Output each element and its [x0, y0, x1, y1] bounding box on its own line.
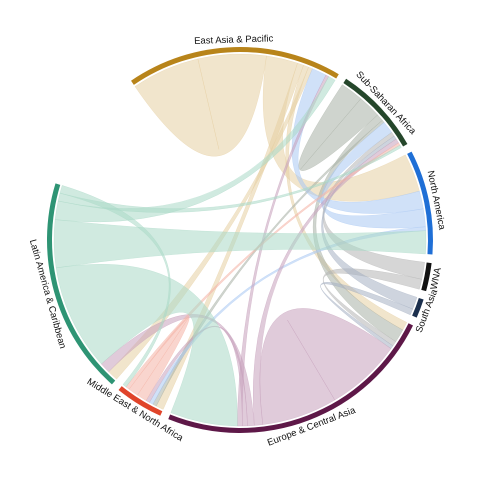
ribbon-east-asia-and-pacific-to-middle-east-and-north-africa: [155, 62, 304, 410]
ribbon-wna-to-europe-and-central-asia: [322, 268, 423, 347]
chord-ribbons: [53, 53, 427, 427]
arc-wna: [421, 262, 432, 292]
arc-sub-saharan-africa: [343, 78, 408, 147]
ribbon-europe-and-central-asia-to-sub-saharan-africa: [252, 138, 399, 426]
ribbon-east-asia-and-pacific-to-east-asia-and-pacific: [134, 53, 267, 157]
arc-south-asia: [412, 297, 424, 318]
ribbon-sub-saharan-africa-to-middle-east-and-north-africa: [152, 120, 385, 407]
ribbon-middle-east-and-north-africa-to-middle-east-and-north-africa: [128, 317, 190, 401]
ribbon-sub-saharan-africa-to-sub-saharan-africa: [298, 84, 378, 171]
arc-north-america: [407, 151, 433, 255]
arc-middle-east-and-north-africa: [118, 386, 163, 416]
ribbon-europe-and-central-asia-to-east-asia-and-pacific: [237, 74, 329, 427]
region-arcs: [47, 46, 433, 433]
ribbon-middle-east-and-north-africa-to-sub-saharan-africa: [125, 142, 401, 390]
ribbon-europe-and-central-asia-to-europe-and-central-asia: [259, 308, 392, 425]
ribbon-south-asia-to-europe-and-central-asia: [320, 282, 413, 349]
label-wna: WNA: [429, 266, 444, 291]
label-east-asia-and-pacific: East Asia & Pacific: [194, 33, 274, 46]
ribbon-latin-america-and-caribbean-to-europe-and-central-asia: [55, 264, 238, 427]
arc-europe-and-central-asia: [168, 323, 414, 433]
arc-east-asia-and-pacific: [131, 46, 339, 85]
arc-latin-america-and-caribbean: [47, 183, 116, 385]
